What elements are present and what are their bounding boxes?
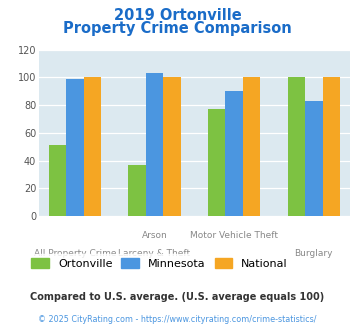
Text: Motor Vehicle Theft: Motor Vehicle Theft — [190, 231, 278, 240]
Bar — [323, 77, 340, 216]
Bar — [163, 77, 181, 216]
Bar — [128, 165, 146, 216]
Bar — [84, 77, 101, 216]
Text: Property Crime Comparison: Property Crime Comparison — [63, 21, 292, 36]
Text: Compared to U.S. average. (U.S. average equals 100): Compared to U.S. average. (U.S. average … — [31, 292, 324, 302]
Bar — [243, 77, 261, 216]
Text: © 2025 CityRating.com - https://www.cityrating.com/crime-statistics/: © 2025 CityRating.com - https://www.city… — [38, 315, 317, 324]
Bar — [288, 77, 305, 216]
Text: 2019 Ortonville: 2019 Ortonville — [114, 8, 241, 23]
Text: Arson: Arson — [142, 231, 168, 240]
Legend: Ortonville, Minnesota, National: Ortonville, Minnesota, National — [27, 254, 292, 273]
Bar — [66, 79, 84, 216]
Bar — [208, 109, 225, 216]
Bar — [305, 101, 323, 216]
Text: Burglary: Burglary — [295, 249, 333, 258]
Bar — [225, 91, 243, 216]
Text: All Property Crime: All Property Crime — [34, 249, 116, 258]
Text: Larceny & Theft: Larceny & Theft — [119, 249, 191, 258]
Bar — [146, 73, 163, 216]
Bar — [49, 145, 66, 216]
